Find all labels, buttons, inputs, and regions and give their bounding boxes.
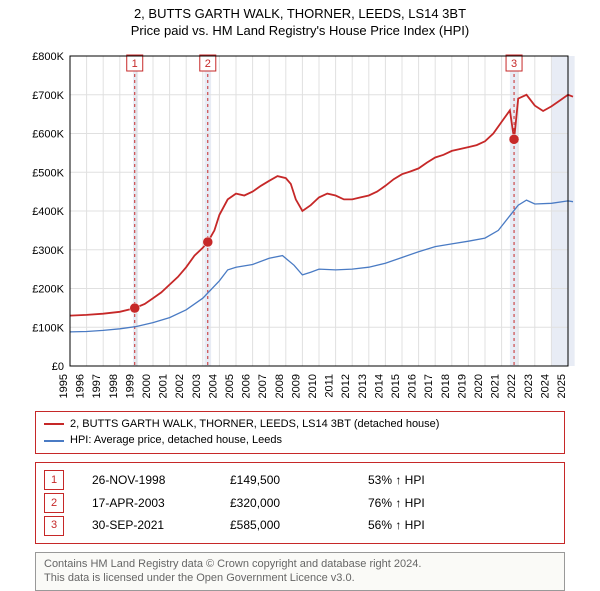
event-number-box: 1 <box>44 470 64 490</box>
event-number-box: 2 <box>44 493 64 513</box>
svg-text:2002: 2002 <box>174 374 186 398</box>
svg-text:2023: 2023 <box>523 374 535 398</box>
svg-text:2022: 2022 <box>506 374 518 398</box>
legend-item: 2, BUTTS GARTH WALK, THORNER, LEEDS, LS1… <box>44 416 556 433</box>
svg-text:2004: 2004 <box>207 374 219 398</box>
event-row: 3 30-SEP-2021 £585,000 56% ↑ HPI <box>44 514 556 537</box>
svg-text:£0: £0 <box>52 361 64 373</box>
svg-text:1999: 1999 <box>124 374 136 398</box>
svg-text:2006: 2006 <box>241 374 253 398</box>
svg-text:2021: 2021 <box>490 374 502 398</box>
event-price: £585,000 <box>230 514 340 537</box>
svg-text:£200K: £200K <box>32 283 64 295</box>
event-date: 26-NOV-1998 <box>92 469 202 492</box>
svg-text:1997: 1997 <box>91 374 103 398</box>
svg-text:£400K: £400K <box>32 206 64 218</box>
svg-text:£500K: £500K <box>32 167 64 179</box>
svg-text:2024: 2024 <box>539 374 551 398</box>
svg-text:2018: 2018 <box>440 374 452 398</box>
svg-text:2012: 2012 <box>340 374 352 398</box>
svg-text:2001: 2001 <box>158 374 170 398</box>
event-hpi: 53% ↑ HPI <box>368 469 425 492</box>
svg-text:2009: 2009 <box>290 374 302 398</box>
event-hpi: 76% ↑ HPI <box>368 492 425 515</box>
event-number-box: 3 <box>44 516 64 536</box>
event-date: 30-SEP-2021 <box>92 514 202 537</box>
legend-label: 2, BUTTS GARTH WALK, THORNER, LEEDS, LS1… <box>70 416 439 433</box>
svg-text:1998: 1998 <box>108 374 120 398</box>
svg-text:2: 2 <box>205 58 211 70</box>
svg-text:2005: 2005 <box>224 374 236 398</box>
event-row: 1 26-NOV-1998 £149,500 53% ↑ HPI <box>44 469 556 492</box>
svg-text:£100K: £100K <box>32 322 64 334</box>
svg-text:2019: 2019 <box>456 374 468 398</box>
svg-text:1: 1 <box>132 58 138 70</box>
svg-text:2010: 2010 <box>307 374 319 398</box>
svg-text:2011: 2011 <box>324 374 336 398</box>
event-row: 2 17-APR-2003 £320,000 76% ↑ HPI <box>44 492 556 515</box>
svg-text:2015: 2015 <box>390 374 402 398</box>
svg-text:3: 3 <box>511 58 517 70</box>
svg-text:2020: 2020 <box>473 374 485 398</box>
price-chart: £0 £100K £200K £300K £400K £500K £600K £700K £80… <box>20 48 580 403</box>
svg-text:1995: 1995 <box>58 374 70 398</box>
svg-text:£600K: £600K <box>32 128 64 140</box>
chart-title-line1: 2, BUTTS GARTH WALK, THORNER, LEEDS, LS1… <box>0 6 600 23</box>
event-price: £320,000 <box>230 492 340 515</box>
credit-line1: Contains HM Land Registry data © Crown c… <box>44 557 556 571</box>
legend-swatch <box>44 423 64 425</box>
svg-text:2014: 2014 <box>373 374 385 398</box>
svg-text:2025: 2025 <box>556 374 568 398</box>
svg-text:2013: 2013 <box>357 374 369 398</box>
event-date: 17-APR-2003 <box>92 492 202 515</box>
svg-text:£800K: £800K <box>32 51 64 63</box>
event-price: £149,500 <box>230 469 340 492</box>
credit-line2: This data is licensed under the Open Gov… <box>44 571 556 585</box>
legend-label: HPI: Average price, detached house, Leed… <box>70 432 282 449</box>
svg-text:2000: 2000 <box>141 374 153 398</box>
svg-text:£700K: £700K <box>32 90 64 102</box>
svg-text:2017: 2017 <box>423 374 435 398</box>
svg-text:2007: 2007 <box>257 374 269 398</box>
chart-title-line2: Price paid vs. HM Land Registry's House … <box>0 23 600 40</box>
svg-text:£300K: £300K <box>32 245 64 257</box>
credit-box: Contains HM Land Registry data © Crown c… <box>35 552 565 591</box>
legend-swatch <box>44 440 64 442</box>
svg-text:2016: 2016 <box>407 374 419 398</box>
svg-text:2003: 2003 <box>191 374 203 398</box>
event-hpi: 56% ↑ HPI <box>368 514 425 537</box>
events-table: 1 26-NOV-1998 £149,500 53% ↑ HPI 2 17-APR-200… <box>35 462 565 544</box>
svg-text:2008: 2008 <box>274 374 286 398</box>
legend-item: HPI: Average price, detached house, Leed… <box>44 432 556 449</box>
svg-text:1996: 1996 <box>75 374 87 398</box>
chart-legend: 2, BUTTS GARTH WALK, THORNER, LEEDS, LS1… <box>35 411 565 454</box>
